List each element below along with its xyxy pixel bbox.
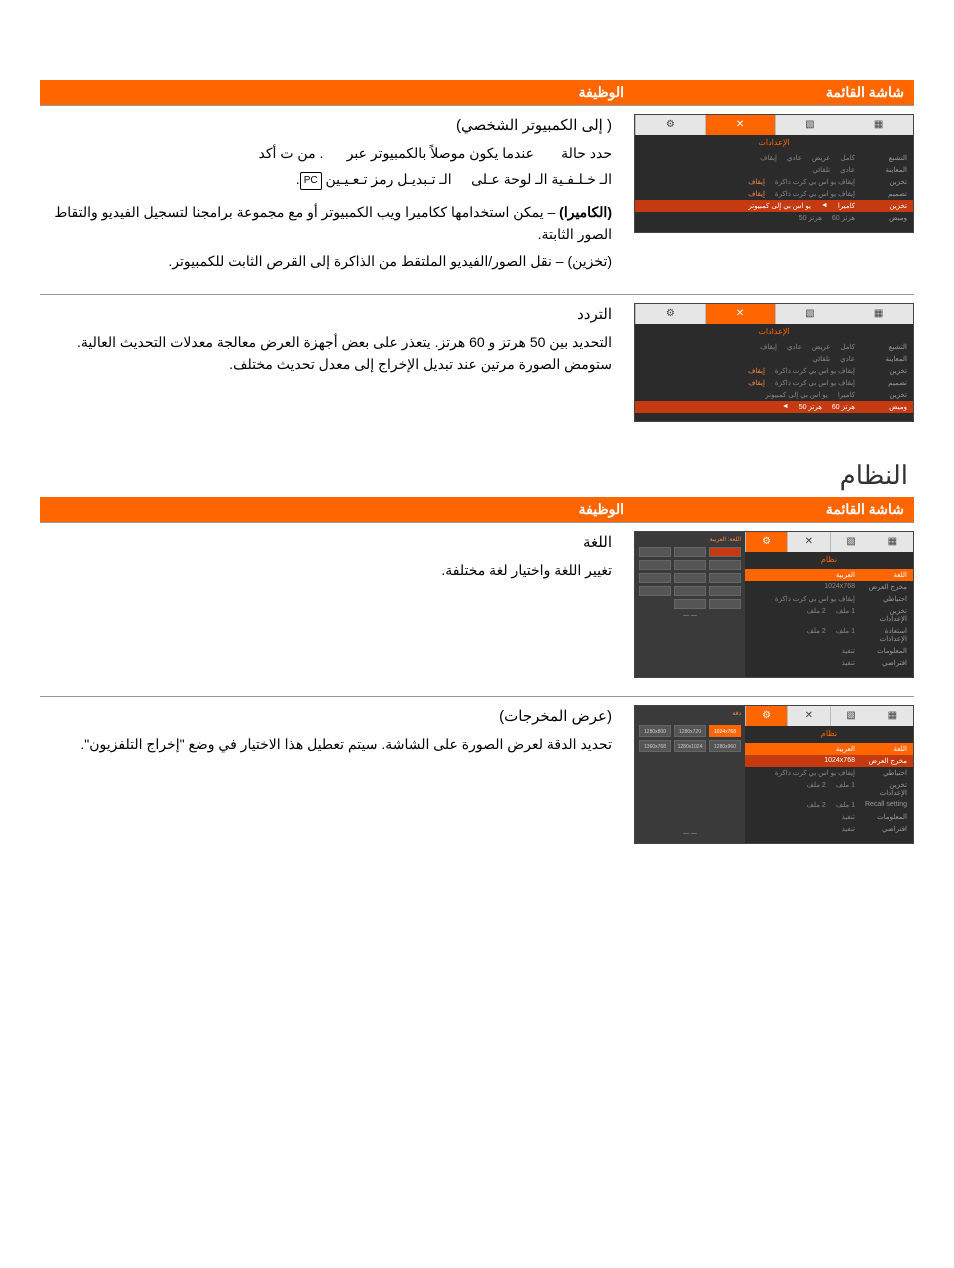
row-output-display: ⚙ ✕ ▧ ▦ نظام اللغةالعربية مخرج العرض1024… [40, 696, 914, 862]
osd-tab-gear: ⚙ [635, 115, 705, 135]
osd-thumb-lang: ⚙ ✕ ▧ ▦ نظام اللغةالعربية مخرج العرض1024… [634, 531, 914, 678]
table-header-2: شاشة القائمة الوظيفة [40, 497, 914, 522]
row-language: ⚙ ✕ ▧ ▦ نظام اللغةالعربية مخرج العرض1024… [40, 522, 914, 696]
row-usb-to-pc: ⚙ ✕ ▧ ▦ الإعدادات التشبعكاملعريضعاديإيقا… [40, 105, 914, 294]
text-language: اللغة تغيير اللغة واختيار لغة مختلفة. [40, 531, 618, 678]
osd-thumb-usb: ⚙ ✕ ▧ ▦ الإعدادات التشبعكاملعريضعاديإيقا… [634, 114, 914, 233]
text-usb-to-pc: ( إلى الكمبيوتر الشخصي) حدد حالة عندما ي… [40, 114, 618, 276]
osd-row-selected: تخزينكاميرا◄يو اس بي إلى كمبيوتر [635, 200, 913, 212]
osd-tab-tool: ✕ [705, 115, 775, 135]
pc-badge-icon: PC [300, 172, 322, 190]
header-menu-screen: شاشة القائمة [634, 80, 914, 105]
osd-title: الإعدادات [635, 135, 913, 150]
osd-row-output-sel: مخرج العرض1024x768 [745, 755, 913, 767]
table-header-1: شاشة القائمة الوظيفة [40, 80, 914, 105]
text-frequency: التردد التحديد بين 50 هرتز و 60 هرتز. يت… [40, 303, 618, 422]
osd-tab-pip: ▧ [775, 115, 845, 135]
osd-lang-panel: اللغة: العربية — — [635, 532, 745, 677]
header-function: الوظيفة [40, 80, 634, 105]
row-frequency: ⚙ ✕ ▧ ▦ الإعدادات التشبعكاملعريضعاديإيقا… [40, 294, 914, 440]
osd-res-panel: دقة 1024x768 1280x720 1280x800 1280x960 … [635, 706, 745, 843]
osd-thumb-output: ⚙ ✕ ▧ ▦ نظام اللغةالعربية مخرج العرض1024… [634, 705, 914, 844]
osd-thumb-freq: ⚙ ✕ ▧ ▦ الإعدادات التشبعكاملعريضعاديإيقا… [634, 303, 914, 422]
osd-row-lang-sel: اللغةالعربية [745, 569, 913, 581]
text-output-display: (عرض المخرجات) تحديد الدقة لعرض الصورة ع… [40, 705, 618, 844]
osd-row-selected-freq: وميضهرتز 60هرتز 50◄ [635, 401, 913, 413]
system-heading: النظام [40, 460, 914, 491]
osd-tab-img: ▦ [844, 115, 913, 135]
